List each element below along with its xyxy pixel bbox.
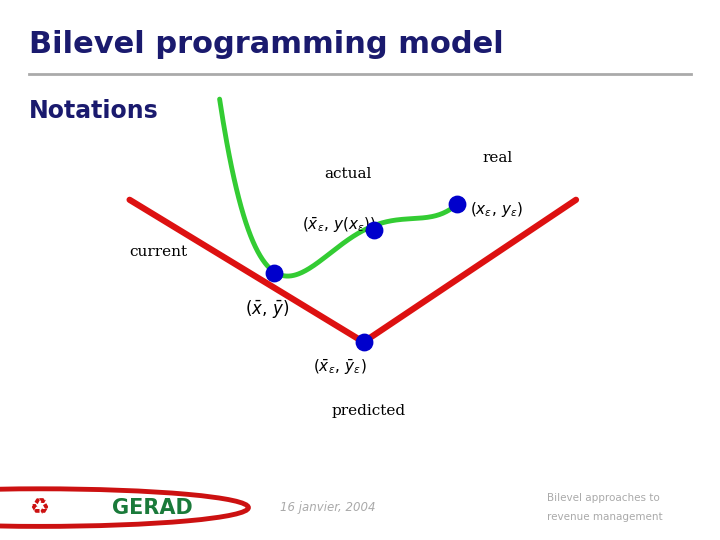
Point [358, 338, 369, 347]
Point [369, 225, 380, 234]
Text: predicted: predicted [331, 404, 405, 418]
Text: GERAD: GERAD [112, 497, 192, 518]
Text: $(x_{\varepsilon},\,y_{\varepsilon})$: $(x_{\varepsilon},\,y_{\varepsilon})$ [470, 200, 523, 219]
Text: 16 janvier, 2004: 16 janvier, 2004 [280, 501, 375, 514]
Text: revenue management: revenue management [547, 512, 663, 522]
Text: current: current [130, 246, 188, 260]
Text: $(\bar{x}_{\varepsilon},\,y(x_{\varepsilon}))$: $(\bar{x}_{\varepsilon},\,y(x_{\varepsil… [302, 216, 377, 235]
Text: Notations: Notations [29, 99, 158, 123]
Point [268, 269, 279, 278]
Point [451, 200, 463, 209]
Text: Bilevel programming model: Bilevel programming model [29, 30, 503, 59]
Text: real: real [482, 151, 513, 165]
Text: ♻: ♻ [30, 497, 50, 518]
Text: $(\bar{x}_{\varepsilon},\,\bar{y}_{\varepsilon})$: $(\bar{x}_{\varepsilon},\,\bar{y}_{\vare… [313, 358, 366, 377]
Text: $(\bar{x},\,\bar{y})$: $(\bar{x},\,\bar{y})$ [245, 299, 289, 320]
Text: Bilevel approaches to: Bilevel approaches to [547, 493, 660, 503]
Text: actual: actual [324, 167, 372, 181]
